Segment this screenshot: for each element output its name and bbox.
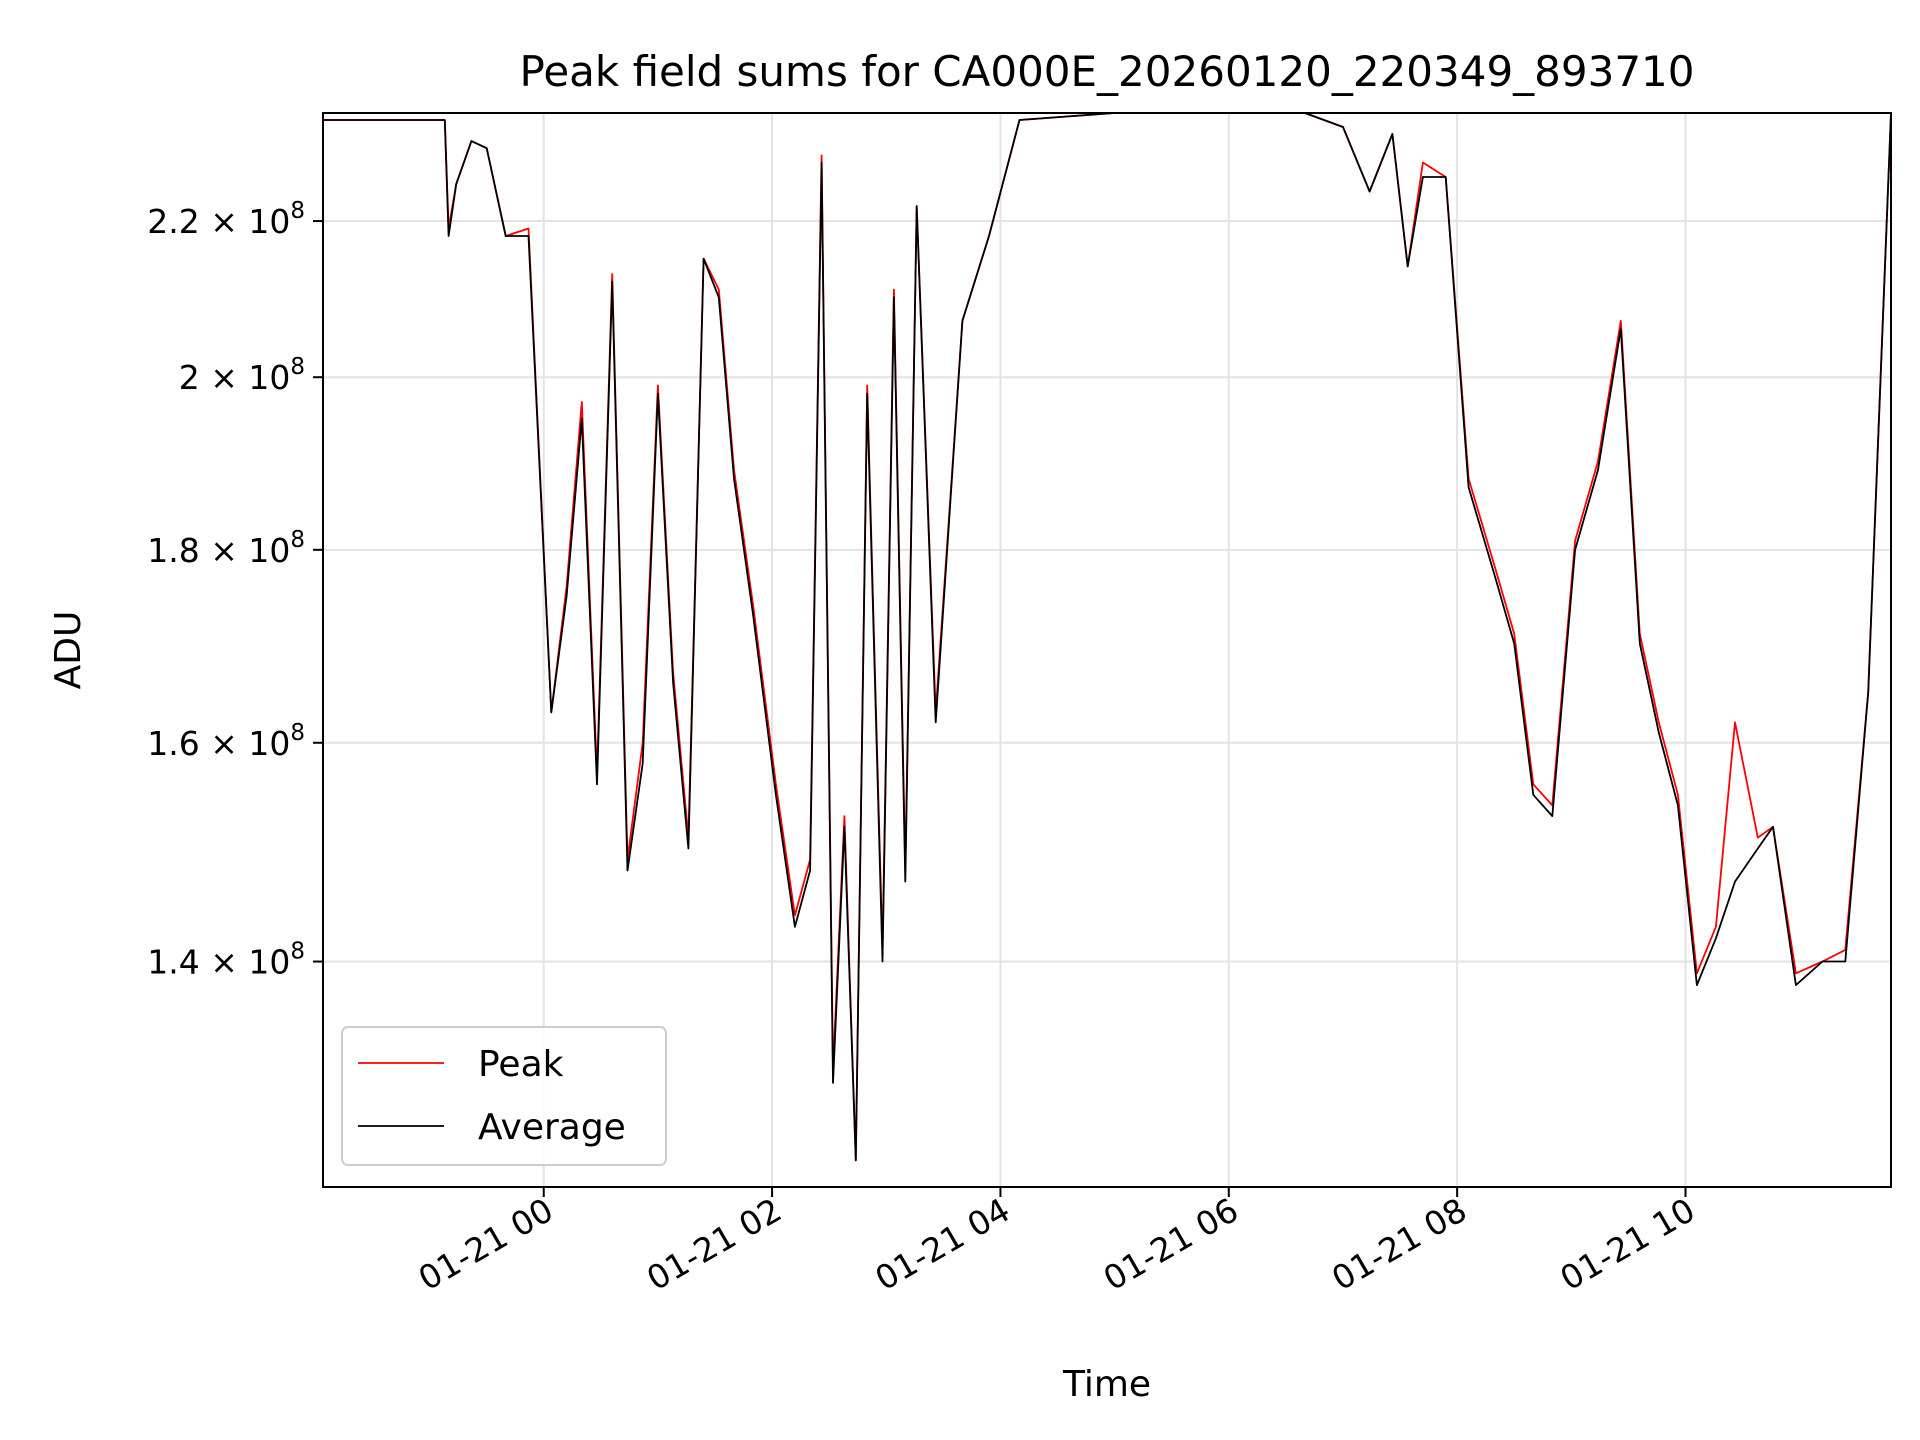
x-axis-label: Time	[1062, 1364, 1151, 1405]
series-line-average	[323, 113, 1891, 1162]
y-tick-label: 2 × 108	[179, 354, 305, 397]
legend-box	[341, 1026, 667, 1166]
y-axis-label: ADU	[48, 611, 89, 690]
legend-label-peak: Peak	[478, 1044, 564, 1085]
plot-frame	[322, 112, 1892, 1188]
series-layer	[323, 113, 1891, 1162]
y-tick-label: 1.8 × 108	[147, 527, 305, 570]
chart-title: Peak field sums for CA000E_20260120_2203…	[520, 47, 1695, 96]
legend: Peak Average	[341, 1026, 667, 1166]
y-tick-label: 2.2 × 108	[147, 198, 305, 241]
plot-area	[323, 113, 1891, 1187]
grid	[323, 113, 1891, 1187]
legend-label-average: Average	[478, 1107, 626, 1148]
y-axis-ticks: 2.2 × 108 2 × 108 1.8 × 108 1.6 × 108 1.4 × …	[147, 198, 323, 982]
y-tick-label: 1.4 × 108	[147, 939, 305, 982]
y-tick-label: 1.6 × 108	[147, 720, 305, 763]
